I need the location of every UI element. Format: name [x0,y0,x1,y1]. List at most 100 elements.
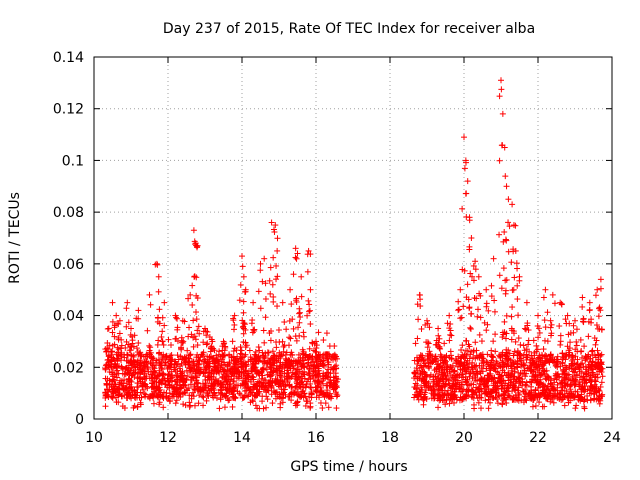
data-point [596,400,603,407]
data-point [134,403,141,410]
data-point [246,347,253,354]
data-point [331,343,338,350]
y-tick-label: 0.04 [53,309,84,325]
data-point [262,314,269,321]
data-point [193,316,200,323]
data-point [259,359,266,366]
data-point [485,405,492,412]
data-point [257,305,264,312]
data-point [502,173,509,180]
data-point [249,397,256,404]
data-point [174,352,181,359]
data-point [278,374,285,381]
data-point [523,299,530,306]
data-point [269,400,276,407]
data-point [557,332,564,339]
data-point [212,376,219,383]
data-point [248,320,255,327]
data-point [508,313,515,320]
data-point [532,402,539,409]
y-tick-label: 0 [75,412,84,428]
data-point [282,355,289,362]
data-point [229,338,236,345]
data-point [581,343,588,350]
data-point [240,273,247,280]
data-point [193,309,200,316]
data-point [148,360,155,367]
data-point [548,321,555,328]
data-point [416,292,423,299]
data-point [515,335,522,342]
data-point [186,324,193,331]
data-point [274,273,281,280]
data-point [160,404,167,411]
data-point [466,217,473,224]
data-point [585,333,592,340]
data-point [245,392,252,399]
data-point [498,77,504,84]
data-point [483,300,490,307]
data-point [498,86,505,93]
data-point [473,347,480,354]
data-point [216,405,223,412]
data-point [544,309,551,316]
data-point [196,392,203,399]
data-point [231,378,238,385]
data-point [499,401,506,408]
data-point [290,271,297,278]
data-point [300,333,307,340]
data-point [259,393,266,400]
data-point [249,373,256,380]
data-point [302,393,309,400]
data-point [261,339,268,346]
data-point [162,360,169,367]
data-point [273,344,280,351]
data-point [255,288,262,295]
data-point [500,265,507,272]
data-point [586,299,593,306]
data-point [102,403,109,410]
data-point [123,305,130,312]
data-point [488,347,495,354]
y-tick-label: 0.08 [53,205,84,221]
data-point [503,183,510,190]
data-point [161,299,168,306]
data-point [466,246,473,253]
data-point [597,307,604,314]
data-point [184,347,191,354]
data-point [113,312,120,319]
data-point [561,402,568,409]
data-point [513,260,520,267]
data-point [159,328,166,335]
data-point [189,282,196,289]
data-point [572,405,579,412]
data-point [494,400,501,407]
data-point [446,400,453,407]
data-point [156,399,163,406]
data-point [304,268,311,275]
data-point [334,392,341,399]
data-point [231,312,238,319]
data-point [577,348,584,355]
data-point [292,245,299,252]
data-point [172,368,179,375]
data-point [327,370,334,377]
data-point [296,309,303,316]
data-point [168,342,175,349]
data-point [313,388,320,395]
data-point [159,338,166,345]
data-point [131,332,138,339]
data-point [572,317,578,324]
data-point [285,364,292,371]
data-point [316,370,323,377]
data-point [478,405,485,412]
data-point [178,385,185,392]
data-point [248,365,255,372]
data-point [251,326,258,333]
data-point [204,340,211,347]
data-point [193,374,200,381]
data-point [201,383,208,390]
data-point [267,290,274,297]
data-point [262,296,269,303]
data-point [300,329,307,336]
